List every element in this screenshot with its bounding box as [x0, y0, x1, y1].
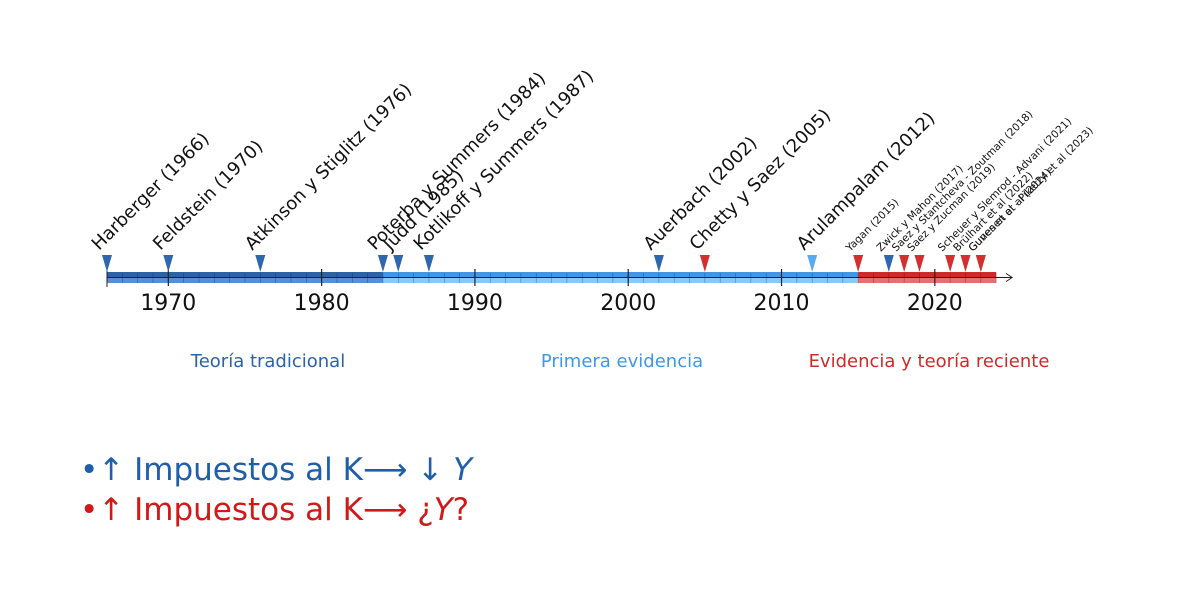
timeline-diagram: 1970 1980 1990 2000 2010 2020 Teoría tradicio…	[88, 66, 1096, 372]
year-tick-labels: 1970 1980 1990 2000 2010 2020	[140, 291, 963, 316]
event-marker	[377, 255, 388, 272]
timeline-axis	[106, 268, 1014, 287]
period-bar-top	[858, 272, 997, 278]
long-right-arrow-icon: ⟶	[362, 492, 408, 528]
period-bar-top	[107, 272, 383, 278]
long-right-arrow-icon: ⟶	[362, 452, 408, 488]
period-label: Evidencia y teoría reciente	[809, 351, 1050, 372]
bullet-text: Impuestos al K	[124, 452, 363, 488]
event-marker	[975, 255, 986, 272]
period-bar	[858, 272, 997, 283]
result-prefix: ¿	[407, 492, 434, 528]
event-marker	[163, 255, 174, 272]
event-marker	[914, 255, 925, 272]
event-labels: Harberger (1966)Feldstein (1970)Atkinson…	[88, 66, 1096, 255]
result-suffix: ?	[452, 492, 470, 528]
period-labels: Teoría tradicional Primera evidencia Evide…	[190, 351, 1050, 372]
event-marker	[699, 255, 710, 272]
period-bar	[107, 272, 383, 283]
event-marker	[883, 255, 894, 272]
event-marker	[255, 255, 266, 272]
event-label: Kotlikoff y Summers (1987)	[410, 66, 599, 255]
period-bar-bottom	[858, 277, 997, 283]
year-tick-label: 2020	[907, 291, 963, 316]
event-marker	[102, 255, 112, 272]
event-marker	[960, 255, 971, 272]
conclusion-bullets: •↑ Impuestos al K⟶ ↓ Y •↑ Impuestos al K…	[80, 450, 472, 530]
event-marker	[393, 255, 404, 272]
event-marker	[945, 255, 956, 272]
event-marker	[653, 255, 664, 272]
result-prefix: ↓	[407, 452, 454, 488]
year-tick-label: 1990	[447, 291, 503, 316]
period-bar-bottom	[382, 277, 859, 283]
year-tick-label: 2000	[600, 291, 656, 316]
period-bar	[382, 272, 859, 283]
bullet-line-1: •↑ Impuestos al K⟶ ↓ Y	[80, 450, 472, 490]
event-marker	[423, 255, 434, 272]
result-variable: Y	[433, 492, 453, 528]
up-arrow-icon: ↑	[98, 492, 125, 528]
year-tick-label: 2010	[754, 291, 810, 316]
period-bar-top	[382, 272, 859, 278]
axis-arrow-icon	[1005, 273, 1014, 282]
bullet-dot: •	[80, 452, 99, 488]
event-label: Harberger (1966)	[88, 129, 214, 255]
bullet-line-2: •↑ Impuestos al K⟶ ¿Y?	[80, 490, 472, 530]
bullet-dot: •	[80, 492, 99, 528]
event-marker	[853, 255, 864, 272]
timeline-bars	[107, 272, 997, 283]
year-tick-label: 1980	[294, 291, 350, 316]
period-label: Primera evidencia	[541, 351, 703, 372]
bullet-text: Impuestos al K	[124, 492, 363, 528]
event-marker	[899, 255, 910, 272]
year-tick-label: 1970	[140, 291, 196, 316]
event-markers	[102, 255, 986, 272]
up-arrow-icon: ↑	[98, 452, 125, 488]
event-marker	[807, 255, 818, 272]
result-variable: Y	[453, 452, 473, 488]
period-label: Teoría tradicional	[190, 351, 345, 372]
period-bar-bottom	[107, 277, 383, 283]
